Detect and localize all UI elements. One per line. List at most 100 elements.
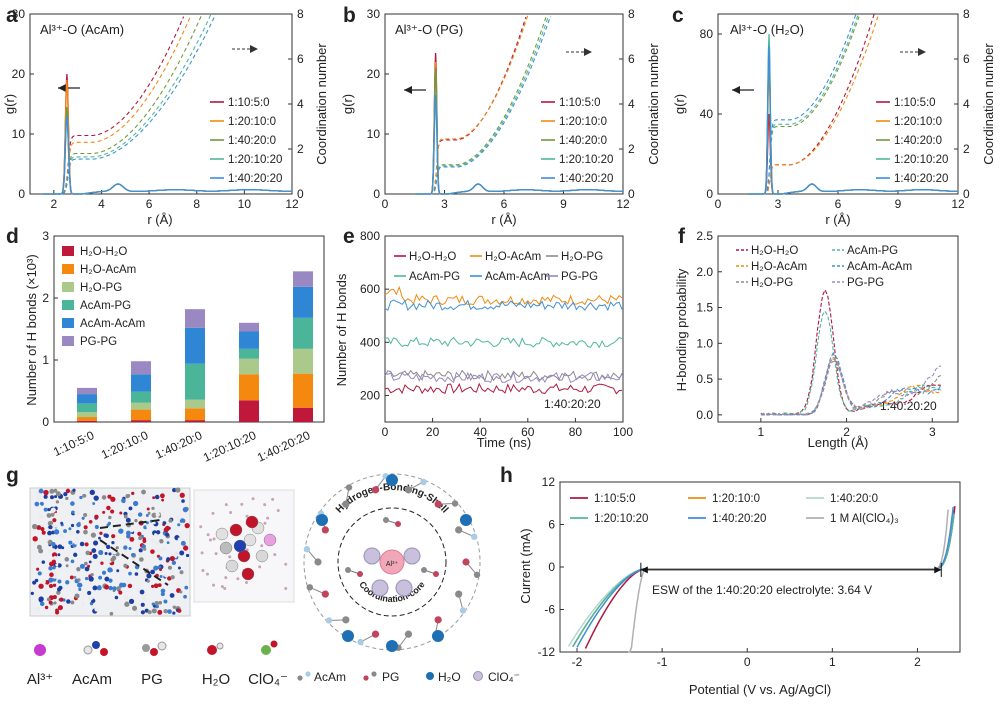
md-atom (137, 531, 142, 536)
perchlorate-ion (395, 579, 413, 597)
legend-label: 1:10:5:0 (594, 493, 636, 505)
md-atom (84, 576, 89, 581)
md-atom (128, 598, 135, 604)
md-atom (123, 514, 128, 519)
md-atom (48, 566, 53, 571)
pg-atom (157, 641, 167, 651)
shell-molecule-atom (404, 630, 413, 638)
legend-swatch (62, 336, 74, 346)
md-atom (75, 506, 79, 510)
md-atom (169, 593, 175, 598)
md-atom (70, 600, 75, 605)
bar-segment (239, 348, 259, 359)
md-atom (60, 521, 64, 525)
md-atom (57, 563, 62, 568)
md-atom (125, 499, 130, 504)
molecule-label: H₂O (202, 671, 230, 688)
core-molecule-atom (433, 571, 439, 577)
y2tick-label-b: 6 (628, 52, 635, 66)
legend-label: H₂O-AcAm (80, 264, 136, 276)
perchlorate-atom (270, 640, 278, 648)
key-pg-atom (371, 671, 377, 677)
md-atom (93, 495, 99, 501)
md-atom (168, 518, 173, 523)
panel-letter-a: a (6, 4, 18, 27)
bar-segment (185, 309, 205, 328)
xlabel-h: Potential (V vs. Ag/AgCl) (689, 682, 831, 697)
legend-swatch (62, 318, 74, 328)
legend-label: AcAm-PG (409, 271, 460, 283)
bar-segment (239, 322, 259, 332)
legend-label: 1:20:10:0 (712, 493, 760, 505)
md-atom (50, 512, 55, 517)
md-atom (161, 498, 165, 502)
y2tick-label-b: 8 (628, 7, 635, 21)
shell-molecule-atom (345, 484, 353, 491)
category-label: 1:20:10:20 (201, 428, 259, 465)
xtick-label-b: 3 (441, 197, 448, 211)
md-atom (159, 575, 163, 579)
shell-molecule-atom (462, 558, 470, 566)
y2label-c: Coordination number (981, 43, 996, 165)
md-atom (138, 548, 143, 553)
ytick-label-f: 2.5 (696, 229, 713, 243)
md-atom (138, 536, 143, 541)
md-atom (177, 566, 181, 570)
note-e: 1:40:20:20 (544, 397, 601, 411)
legend-label: 1:20:10:20 (228, 154, 282, 166)
md-atom (106, 523, 110, 527)
ytick-label-c: 40 (700, 107, 714, 121)
ytick-label-d: 1 (42, 353, 49, 367)
md-snapshot (30, 487, 190, 616)
md-atom (109, 611, 114, 616)
md-atom (134, 518, 138, 523)
md-atom (40, 526, 45, 532)
legend-label: AcAm-PG (80, 300, 131, 312)
xtick-label-e: 40 (474, 425, 488, 439)
md-atom (111, 534, 116, 539)
md-atom (97, 585, 102, 589)
key-acam-atom (305, 671, 311, 677)
md-atom (106, 505, 111, 511)
panel-b: b Al³⁺-O (PG) r (Å) g(r) Coordination nu… (340, 4, 661, 227)
md-atom (134, 610, 139, 615)
md-atom (119, 511, 123, 515)
ytick-label-a: 0 (18, 187, 25, 201)
md-atom (179, 550, 185, 556)
y2tick-label-c: 0 (963, 187, 970, 201)
ytick-label-f: 2.0 (696, 265, 713, 279)
md-atom (164, 574, 168, 578)
legend-label: H₂O-AcAm (751, 261, 807, 273)
legend-f: H₂O-H₂O AcAm-PG H₂O-AcAm AcAm-AcAm H₂O-PG PG-… (736, 245, 912, 289)
cluster-atom (225, 559, 239, 573)
lsv-curve (628, 509, 949, 653)
md-atom (87, 590, 92, 595)
md-atom (115, 546, 119, 550)
md-atom (70, 559, 75, 564)
md-atom (77, 582, 83, 588)
md-atom (182, 506, 189, 513)
water-molecule (316, 514, 328, 526)
zoom-background-atom (284, 586, 288, 590)
legend-label: H₂O-PG (561, 251, 603, 263)
md-atom (49, 488, 55, 494)
legend-label: 1:20:10:20 (594, 513, 648, 525)
legend-b: 1:10:5:0 1:20:10:0 1:40:20:0 1:20:10:20 1:40… (541, 97, 613, 185)
water-molecule (386, 640, 398, 652)
md-atom (44, 580, 50, 585)
shell-molecule-atom (371, 486, 380, 494)
legend-label: 1 M Al(ClO₄)₃ (830, 513, 899, 525)
shell-molecule-atom (470, 533, 478, 540)
bar-segment (77, 387, 97, 395)
cluster-atom (255, 549, 269, 563)
y2tick-label-c: 6 (963, 52, 970, 66)
md-atom (118, 590, 123, 595)
schematic-key-label: ClO₄⁻ (488, 670, 520, 684)
title-c: Al³⁺-O (H₂O) (730, 22, 804, 37)
md-atom (167, 609, 172, 614)
xtick-label-e: 60 (521, 425, 535, 439)
xtick-label-h: -1 (657, 655, 668, 669)
xtick-label-a: 4 (98, 197, 105, 211)
xlabel-f: Length (Å) (808, 435, 869, 450)
md-atom (38, 514, 44, 520)
